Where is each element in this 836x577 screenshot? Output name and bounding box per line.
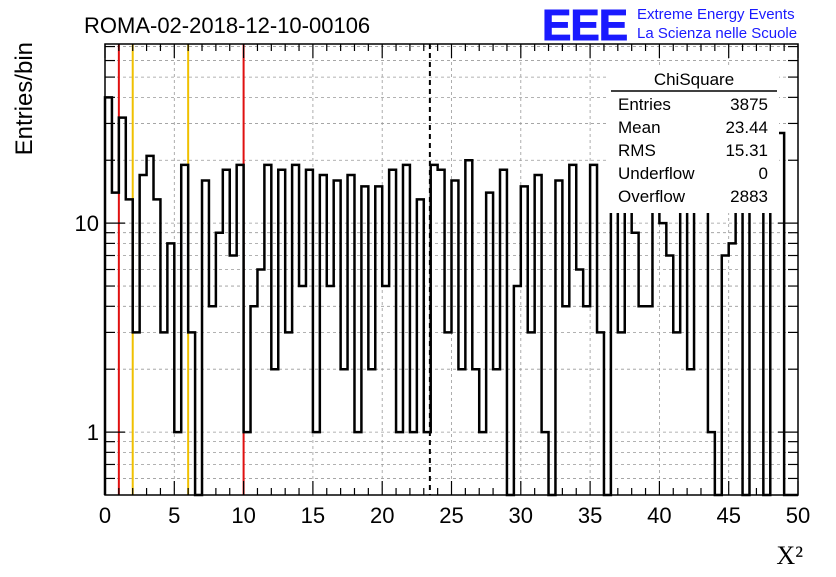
stats-value: 0 — [759, 164, 768, 183]
histogram-outline — [103, 96, 798, 497]
stats-label: Overflow — [618, 187, 686, 206]
stats-box: ChiSquare Entries 3875 Mean 23.44 RMS 15.31 Un… — [609, 67, 779, 213]
eee-logo: EEE Extreme Energy Events La Scienza nel… — [542, 1, 798, 51]
stats-value: 23.44 — [725, 118, 768, 137]
x-tick-label: 0 — [99, 503, 111, 528]
histogram-bins — [103, 96, 798, 497]
project-name-line1: Extreme Energy Events — [637, 6, 795, 23]
logo-text: EEE — [542, 1, 627, 50]
x-tick-label: 15 — [301, 503, 325, 528]
axis-ticks — [104, 44, 799, 495]
x-tick-labels: 0 5 10 15 20 25 30 35 40 45 50 — [99, 503, 810, 528]
x-axis-label: X² — [776, 541, 803, 570]
stats-value: 2883 — [730, 187, 768, 206]
x-tick-label: 20 — [370, 503, 394, 528]
stats-value: 15.31 — [725, 141, 768, 160]
x-tick-label: 50 — [786, 503, 810, 528]
y-tick-labels: 1 10 — [75, 211, 99, 445]
stats-label: Underflow — [618, 164, 695, 183]
x-tick-label: 40 — [647, 503, 671, 528]
stats-value: 3875 — [730, 95, 768, 114]
chart-title: ROMA-02-2018-12-10-00106 — [84, 13, 370, 38]
y-tick-label: 10 — [75, 211, 99, 236]
x-tick-label: 10 — [231, 503, 255, 528]
x-tick-label: 30 — [509, 503, 533, 528]
x-tick-label: 5 — [168, 503, 180, 528]
y-axis-label: Entries/bin — [11, 42, 38, 155]
stats-box-title: ChiSquare — [654, 70, 734, 89]
y-tick-label: 1 — [87, 420, 99, 445]
x-tick-label: 25 — [439, 503, 463, 528]
x-tick-label: 35 — [578, 503, 602, 528]
stats-label: Mean — [618, 118, 661, 137]
stats-label: RMS — [618, 141, 656, 160]
stats-rows: Entries 3875 Mean 23.44 RMS 15.31 Underflow 0 Ov… — [618, 95, 768, 206]
stats-label: Entries — [618, 95, 671, 114]
x-tick-label: 45 — [716, 503, 740, 528]
project-name-line2: La Scienza nelle Scuole — [637, 25, 797, 42]
